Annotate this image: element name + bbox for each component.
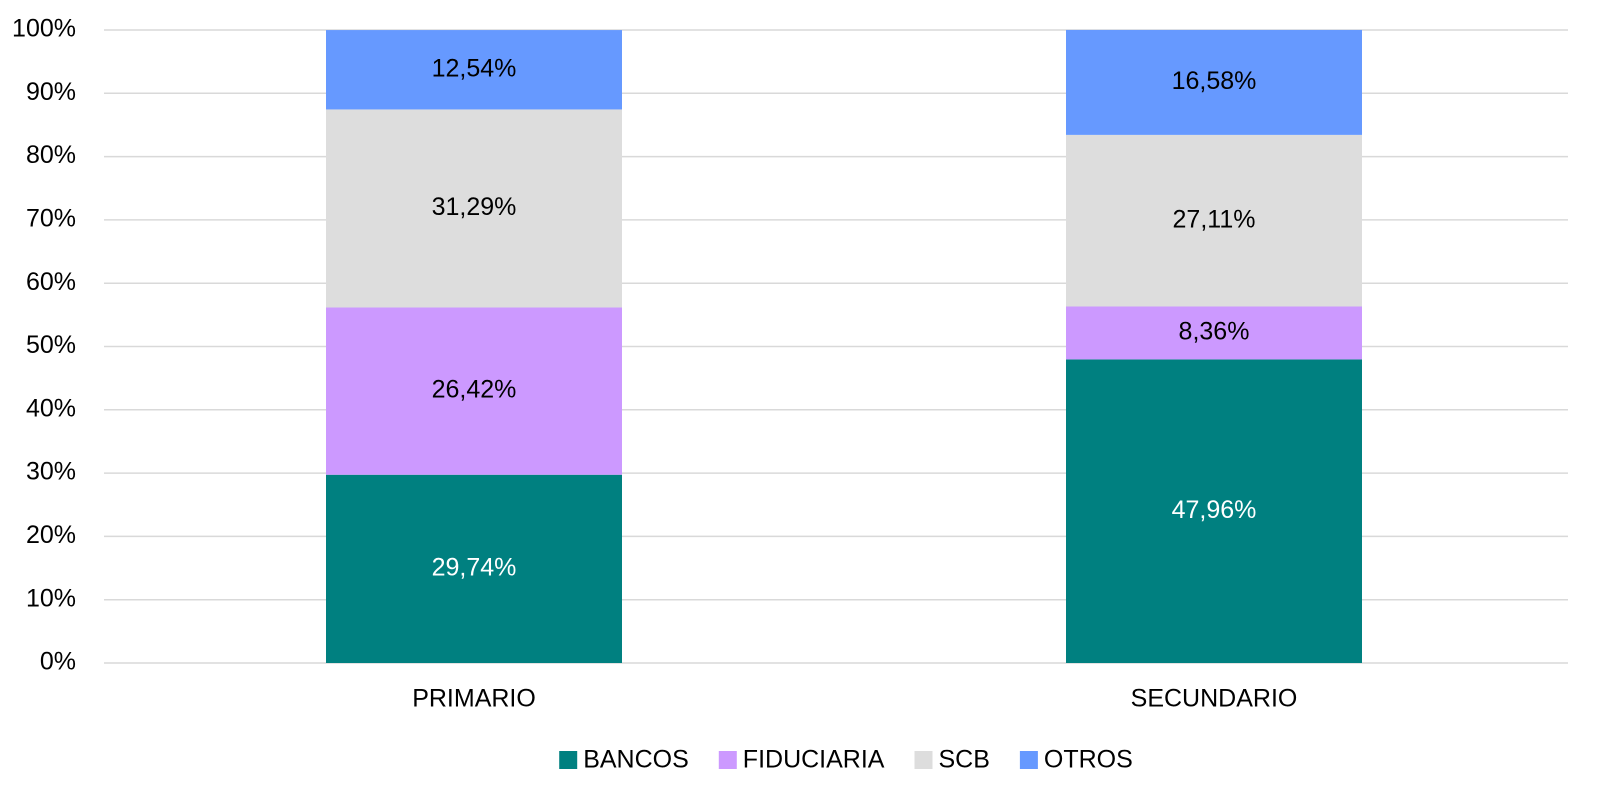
y-tick-label: 100% [12,15,76,43]
bar-segment [1066,306,1362,360]
data-label: 12,54% [432,54,517,82]
legend-swatch [718,751,737,769]
y-tick-label: 0% [40,648,76,676]
y-tick-label: 70% [26,205,76,233]
data-label: 16,58% [1172,67,1257,95]
legend-swatch [1019,751,1038,769]
bar-segment [1066,29,1362,135]
data-label: 29,74% [432,553,517,581]
y-tick-label: 80% [26,141,76,169]
bar-segment [326,474,622,663]
data-label: 8,36% [1179,318,1250,346]
legend-swatch [914,751,933,769]
data-label: 47,96% [1172,496,1257,524]
y-tick-label: 60% [26,268,76,296]
y-tick-label: 30% [26,458,76,486]
y-tick-label: 40% [26,394,76,422]
legend-label: SCB [938,746,989,774]
bar-segment [326,109,622,308]
x-tick-label: PRIMARIO [412,685,536,713]
bar-segment [1066,134,1362,307]
bar-segment [1066,359,1362,663]
data-label: 27,11% [1173,205,1256,233]
legend-label: FIDUCIARIA [743,746,885,774]
y-tick-label: 20% [26,521,76,549]
legend-label: BANCOS [583,746,689,774]
y-tick-label: 90% [26,78,76,106]
bar-segment [326,307,622,475]
legend-swatch [559,751,578,769]
bar-segment [326,30,622,110]
y-tick-label: 50% [26,331,76,359]
data-label: 26,42% [432,376,517,404]
legend: BANCOS FIDUCIARIA SCB OTROS [559,746,1133,774]
data-label: 31,29% [432,193,517,221]
y-tick-label: 10% [26,584,76,612]
legend-label: OTROS [1044,746,1133,774]
x-tick-label: SECUNDARIO [1131,685,1298,713]
